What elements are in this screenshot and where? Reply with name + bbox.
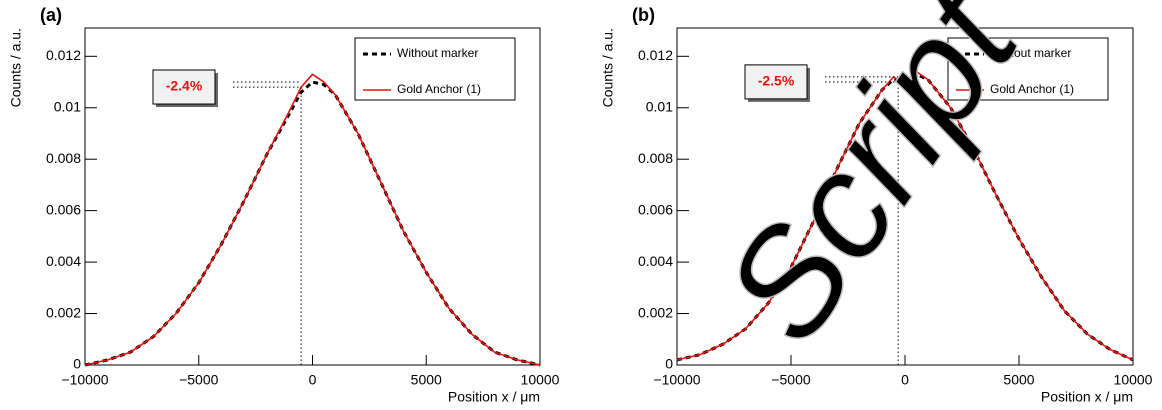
legend-label: Gold Anchor (1) — [990, 82, 1074, 96]
y-tick-label: 0 — [73, 356, 81, 372]
x-tick-label: −10000 — [61, 372, 108, 388]
y-tick-label: 0.012 — [46, 47, 81, 63]
y-tick-label: 0.002 — [46, 304, 81, 320]
ann-text: -2.4% — [166, 78, 203, 94]
x-tick-label: −10000 — [653, 372, 700, 388]
ann-box — [152, 69, 216, 105]
y-tick-label: 0.008 — [46, 150, 81, 166]
x-tick-label: −5000 — [179, 372, 219, 388]
data-line — [84, 80, 541, 367]
panel-label: (a) — [40, 5, 62, 25]
x-tick-label: 5000 — [1003, 372, 1034, 388]
panel-label: (b) — [632, 5, 655, 25]
y-tick-label: 0.01 — [54, 98, 81, 114]
data-line — [676, 72, 1134, 362]
x-tick-label: 10000 — [1114, 372, 1153, 388]
data-line — [84, 73, 541, 366]
x-tick-label: 0 — [901, 372, 909, 388]
y-axis-label: Counts / a.u. — [8, 28, 24, 107]
legend-box — [354, 37, 516, 101]
legend-label: Gold Anchor (1) — [397, 82, 481, 96]
ann-box — [744, 64, 808, 100]
x-tick-label: −5000 — [771, 372, 811, 388]
y-tick-label: 0.008 — [638, 150, 673, 166]
y-axis-label: Counts / a.u. — [600, 28, 616, 107]
x-tick-label: 0 — [309, 372, 317, 388]
y-tick-label: 0.012 — [638, 47, 673, 63]
watermark: Script — [691, 0, 1052, 371]
y-tick-label: 0.004 — [46, 253, 81, 269]
y-tick-label: 0.002 — [638, 304, 673, 320]
legend-label: Without marker — [397, 46, 478, 60]
y-tick-label: 0 — [665, 356, 673, 372]
x-tick-label: 10000 — [521, 372, 560, 388]
legend-label: Without marker — [990, 46, 1071, 60]
x-axis-label: Position x / μm — [1041, 389, 1133, 405]
data-line — [676, 70, 1134, 361]
y-tick-label: 0.006 — [46, 201, 81, 217]
x-tick-label: 5000 — [411, 372, 442, 388]
x-axis-label: Position x / μm — [448, 389, 540, 405]
y-tick-label: 0.006 — [638, 201, 673, 217]
y-tick-label: 0.004 — [638, 253, 673, 269]
ann-text: -2.5% — [758, 73, 795, 89]
y-tick-label: 0.01 — [646, 98, 673, 114]
